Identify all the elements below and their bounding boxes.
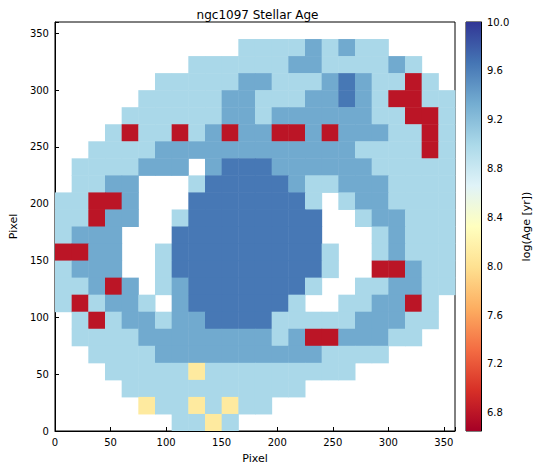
svg-text:8.4: 8.4 — [487, 212, 503, 223]
svg-text:7.6: 7.6 — [487, 310, 503, 321]
svg-text:250: 250 — [30, 141, 49, 152]
svg-text:150: 150 — [30, 255, 49, 266]
svg-text:Pixel: Pixel — [242, 452, 267, 465]
svg-text:150: 150 — [212, 437, 231, 448]
svg-text:100: 100 — [30, 312, 49, 323]
svg-text:log(Age [yr]): log(Age [yr]) — [520, 192, 533, 262]
svg-text:50: 50 — [36, 369, 49, 380]
svg-text:8.8: 8.8 — [487, 163, 503, 174]
svg-text:6.8: 6.8 — [487, 407, 503, 418]
svg-text:350: 350 — [434, 437, 453, 448]
svg-text:9.2: 9.2 — [487, 114, 503, 125]
svg-text:7.2: 7.2 — [487, 358, 503, 369]
svg-text:8.0: 8.0 — [487, 261, 503, 272]
svg-text:ngc1097 Stellar Age: ngc1097 Stellar Age — [197, 8, 319, 22]
svg-text:0: 0 — [52, 437, 58, 448]
svg-text:300: 300 — [30, 85, 49, 96]
svg-text:300: 300 — [379, 437, 398, 448]
svg-text:200: 200 — [30, 198, 49, 209]
svg-text:0: 0 — [43, 426, 49, 437]
svg-text:350: 350 — [30, 28, 49, 39]
svg-text:200: 200 — [268, 437, 287, 448]
svg-text:10.0: 10.0 — [487, 17, 509, 28]
svg-text:9.6: 9.6 — [487, 65, 503, 76]
svg-text:100: 100 — [157, 437, 176, 448]
svg-text:250: 250 — [323, 437, 342, 448]
svg-text:Pixel: Pixel — [7, 214, 20, 239]
svg-text:50: 50 — [104, 437, 117, 448]
